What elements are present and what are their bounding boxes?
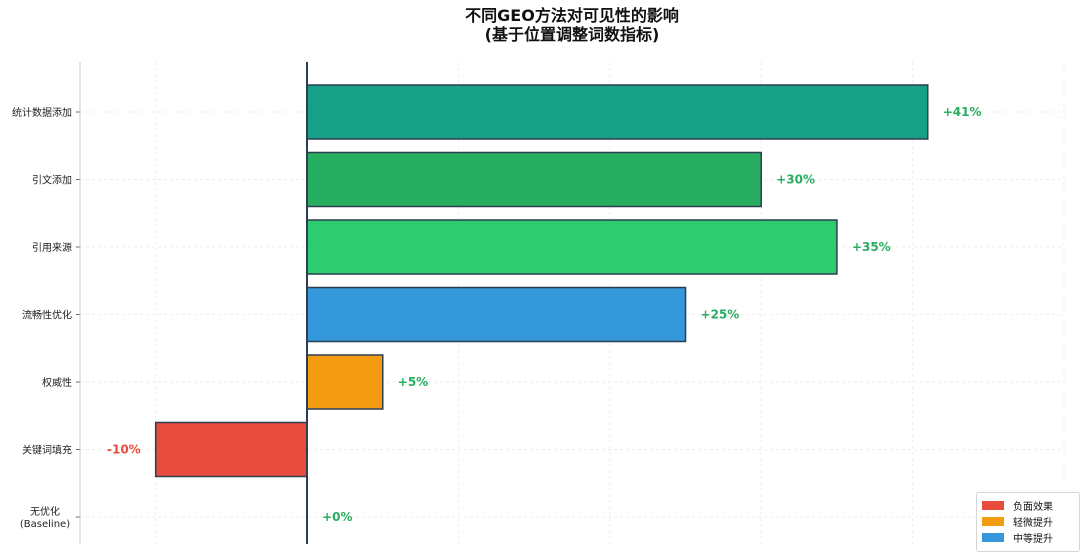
bars <box>154 84 929 478</box>
data-label: +25% <box>701 308 740 322</box>
data-label: +41% <box>943 105 982 119</box>
chart-title-line1: 不同GEO方法对可见性的影响 <box>465 6 679 25</box>
legend-item-negative: 负面效果 <box>982 497 1079 513</box>
bar <box>306 219 838 275</box>
legend-item-slight: 轻微提升 <box>982 513 1079 529</box>
data-label: +30% <box>776 173 815 187</box>
data-labels: +41% +30% +35% +25% +5% -10% +0% <box>107 105 982 524</box>
chart-title: 不同GEO方法对可见性的影响 (基于位置调整词数指标) <box>0 6 1080 44</box>
legend: 负面效果 轻微提升 中等提升 <box>976 492 1080 552</box>
legend-item-moderate: 中等提升 <box>982 529 1079 545</box>
data-label: -10% <box>107 443 141 457</box>
bar <box>306 84 929 140</box>
y-tick-label: 流畅性优化 <box>22 309 72 322</box>
y-tick-label: 引用来源 <box>32 241 72 254</box>
bar <box>154 421 308 478</box>
y-tick-label: 引文添加 <box>32 174 72 187</box>
legend-label-slight: 轻微提升 <box>1013 517 1053 529</box>
y-tick-label: 统计数据添加 <box>12 106 72 119</box>
y-tick-label: 无优化(Baseline) <box>20 505 70 530</box>
data-label: +35% <box>852 240 891 254</box>
legend-swatch-moderate <box>982 532 1004 542</box>
chart-title-line2: (基于位置调整词数指标) <box>484 25 660 44</box>
legend-swatch-slight <box>982 516 1004 526</box>
data-label: +0% <box>322 510 352 524</box>
bar <box>306 286 687 343</box>
legend-label-negative: 负面效果 <box>1013 501 1053 513</box>
y-tick-label: 权威性 <box>42 376 72 389</box>
y-tick-label: 关键词填充 <box>22 444 72 457</box>
legend-swatch-negative <box>982 500 1004 510</box>
bar <box>306 354 384 410</box>
legend-label-moderate: 中等提升 <box>1013 533 1053 545</box>
bar <box>306 151 762 208</box>
data-label: +5% <box>398 375 428 389</box>
